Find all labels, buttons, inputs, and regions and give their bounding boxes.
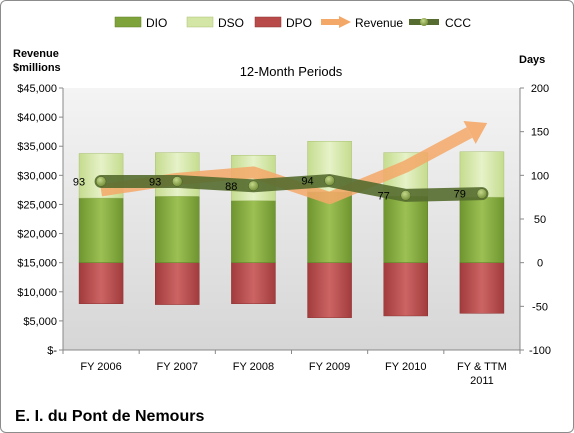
bar-dpo	[78, 262, 124, 304]
chart-subtitle: 12-Month Periods	[240, 64, 343, 79]
y-left-tick-label: $30,000	[17, 170, 57, 182]
ccc-data-label: 79	[454, 189, 466, 201]
y-right-tick-label: 200	[531, 83, 549, 95]
ccc-data-label: 93	[73, 176, 85, 188]
y-right-tick-label: 0	[537, 258, 543, 270]
bar-dpo	[155, 262, 200, 305]
y-right-tick-label: -50	[532, 301, 548, 313]
ccc-marker	[172, 176, 183, 187]
y-left-tick-label: $15,000	[17, 258, 57, 270]
ccc-marker	[248, 180, 259, 192]
legend-ccc-label: CCC	[445, 16, 471, 30]
y-left-title-line2: $millions	[13, 62, 61, 74]
ccc-data-label: 88	[225, 181, 237, 193]
legend-dio: DIO	[114, 16, 167, 30]
bar-dpo	[231, 262, 276, 304]
legend-ccc-marker	[420, 18, 428, 26]
y-left-tick-label: $45,000	[17, 83, 57, 95]
bar-dio	[231, 200, 276, 263]
ccc-line	[94, 174, 489, 202]
ccc-marker	[95, 176, 107, 187]
legend-revenue: Revenue	[321, 16, 403, 30]
x-ticks: FY 2006 FY 2007 FY 2008 FY 2009 FY 2010 FY & …	[62, 350, 521, 387]
y-left-tick-label: $40,000	[17, 112, 57, 124]
bar-dpo	[307, 262, 352, 318]
y-left-tick-label: $35,000	[17, 141, 57, 153]
ccc-series	[94, 174, 489, 202]
ccc-data-label: 77	[378, 190, 390, 202]
y-left-tick-label: $-	[47, 345, 57, 357]
legend-dio-label: DIO	[146, 16, 167, 30]
legend-revenue-arrow-head	[339, 16, 351, 28]
y-right-title: Days	[519, 54, 545, 66]
ccc-data-label: 93	[149, 176, 161, 188]
x-tick-label: FY 2006	[80, 361, 121, 373]
x-tick-label: FY 2009	[309, 361, 350, 373]
y-right-tick-label: 150	[531, 127, 549, 139]
x-tick-label-line2: 2011	[470, 375, 494, 387]
revenue-arrow-head	[463, 120, 488, 144]
x-tick-label: FY 2010	[385, 361, 426, 373]
ccc-data-label: 94	[301, 176, 313, 188]
bar-dio	[383, 196, 428, 263]
y-right-tick-label: 100	[531, 170, 549, 182]
y-right-tick-label: 50	[534, 214, 546, 226]
legend-ccc: CCC	[409, 16, 471, 30]
y-left-tick-label: $20,000	[17, 229, 57, 241]
legend-revenue-label: Revenue	[355, 16, 403, 30]
company-name: E. I. du Pont de Nemours	[15, 408, 204, 425]
legend-dpo: DPO	[254, 16, 312, 30]
legend-dpo-label: DPO	[286, 16, 312, 30]
bar-dio	[78, 197, 124, 263]
x-tick-label: FY 2007	[157, 361, 198, 373]
legend-dpo-swatch	[254, 16, 282, 28]
y-right-ticks: -100 -50 0 50 100 150 200	[520, 83, 551, 357]
x-tick-label: FY 2008	[233, 361, 274, 373]
y-left-tick-label: $5,000	[23, 316, 57, 328]
y-left-tick-label: $10,000	[17, 287, 57, 299]
legend-dso: DSO	[186, 16, 244, 30]
legend: DIO DSO DPO Revenue CCC	[114, 16, 471, 30]
legend-dso-swatch	[186, 16, 214, 28]
x-tick-label: FY & TTM	[457, 361, 507, 373]
y-left-title-line1: Revenue	[13, 48, 59, 60]
y-left-ticks: $- $5,000 $10,000 $15,000 $20,000 $25,000 $30,…	[17, 83, 63, 357]
bar-dio	[155, 196, 200, 263]
legend-dio-swatch	[114, 16, 142, 28]
ccc-marker	[400, 190, 411, 201]
plot-area	[63, 88, 520, 350]
y-right-tick-label: -100	[529, 345, 551, 357]
ccc-marker	[324, 175, 335, 186]
bar-dpo	[459, 262, 505, 314]
bar-dio	[459, 196, 505, 263]
y-left-tick-label: $25,000	[17, 199, 57, 211]
ccc-marker	[476, 188, 488, 199]
ccc-data-labels: 93 93 88 94 77 79	[73, 176, 466, 203]
bar-dpo	[383, 262, 428, 317]
legend-dso-label: DSO	[218, 16, 244, 30]
